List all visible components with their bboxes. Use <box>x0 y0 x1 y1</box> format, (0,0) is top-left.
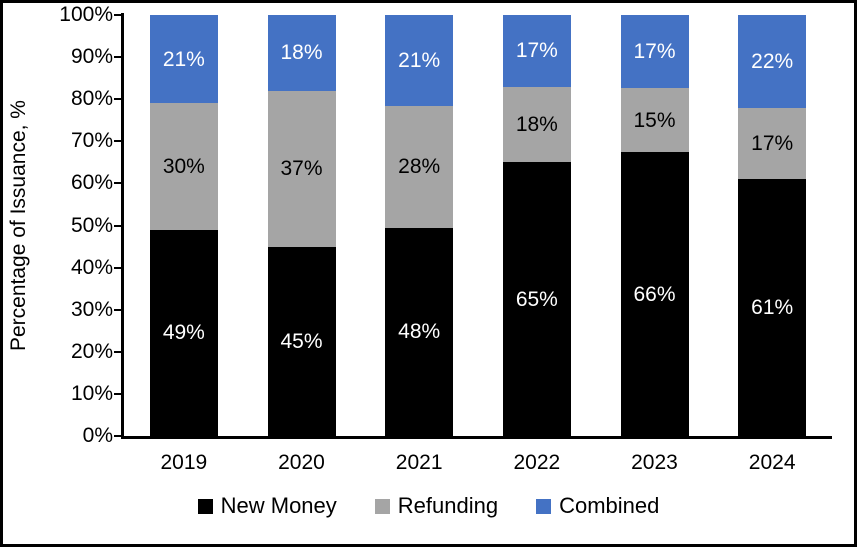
bar-segment-new-money: 45% <box>267 246 336 436</box>
bar-segment-refunding: 28% <box>385 106 454 228</box>
y-tick-mark <box>114 224 122 227</box>
y-tick-mark <box>114 56 122 59</box>
bar-segment-value-label: 17% <box>633 40 676 64</box>
bar-segment-refunding: 37% <box>267 90 336 247</box>
bar-segment-value-label: 37% <box>280 157 323 181</box>
bar-segment-value-label: 49% <box>162 321 205 345</box>
x-tick-label-2019: 2019 <box>160 451 208 474</box>
x-tick-label-2023: 2023 <box>631 451 678 474</box>
bar-segment-combined: 18% <box>267 15 336 91</box>
bar-segment-value-label: 28% <box>398 155 441 179</box>
y-tick-label: 80% <box>70 87 113 111</box>
bar-segment-value-label: 17% <box>751 131 794 155</box>
stacked-bar-2024: 61% 17% 22% <box>738 15 807 436</box>
legend-label: New Money <box>220 493 337 518</box>
stacked-bar-2020: 45% 37% 18% <box>267 15 336 436</box>
stacked-bar-2023: 66% 15% 17% <box>620 15 689 436</box>
y-tick-mark <box>114 140 122 143</box>
legend-label: Refunding <box>397 493 499 518</box>
y-tick-mark <box>114 350 122 353</box>
stacked-bar-2021: 48% 28% 21% <box>385 15 454 436</box>
bar-segment-refunding: 15% <box>620 88 689 153</box>
bar-segment-value-label: 30% <box>162 155 205 179</box>
bar-segment-refunding: 30% <box>149 103 218 230</box>
bar-segment-refunding: 18% <box>502 86 571 163</box>
legend-item-new-money: New Money <box>197 493 337 519</box>
x-tick-label-2024: 2024 <box>748 451 796 474</box>
bar-segment-value-label: 66% <box>633 282 676 306</box>
y-axis-title: Percentage of Issuance, % <box>7 100 30 352</box>
x-axis-line <box>121 436 832 439</box>
x-tick-label-2020: 2020 <box>278 451 325 474</box>
y-tick-mark <box>114 266 122 269</box>
bar-segment-value-label: 17% <box>515 39 558 63</box>
bar-segment-value-label: 22% <box>751 49 794 73</box>
y-tick-mark <box>114 182 122 185</box>
bar-segment-value-label: 21% <box>398 49 441 73</box>
bar-segment-new-money: 65% <box>502 162 571 436</box>
chart-legend: New Money Refunding Combined <box>3 493 854 519</box>
bar-segment-combined: 22% <box>738 15 807 108</box>
bar-segment-combined: 17% <box>620 15 689 89</box>
bar-segment-value-label: 18% <box>280 41 323 65</box>
y-tick-label: 100% <box>59 3 113 26</box>
y-tick-label: 0% <box>82 424 113 447</box>
bar-segment-value-label: 15% <box>633 108 676 132</box>
x-tick-label-2022: 2022 <box>513 451 561 474</box>
bar-segment-combined: 17% <box>502 15 571 87</box>
bar-segment-new-money: 49% <box>149 229 218 436</box>
legend-item-refunding: Refunding <box>374 493 499 519</box>
y-tick-mark <box>114 98 122 101</box>
legend-swatch-icon <box>197 498 213 514</box>
y-tick-label: 20% <box>70 339 113 363</box>
bar-segment-value-label: 65% <box>515 287 558 311</box>
y-tick-label: 70% <box>70 129 113 153</box>
stacked-bar-2019: 49% 30% 21% <box>149 15 218 436</box>
y-tick-label: 60% <box>70 171 113 195</box>
stacked-bar-plot-area: 49% 30% 21% 45% 37% 18% 48% 28% 21% 65% 18% 17% 66% 1… <box>125 15 831 436</box>
y-tick-mark <box>114 14 122 16</box>
y-tick-label: 10% <box>70 381 113 405</box>
legend-swatch-icon <box>536 498 552 514</box>
y-tick-mark <box>114 308 122 311</box>
bar-segment-combined: 21% <box>385 15 454 107</box>
bar-segment-value-label: 45% <box>280 329 323 353</box>
bar-segment-new-money: 48% <box>385 227 454 436</box>
x-tick-label-2021: 2021 <box>395 451 443 474</box>
stacked-bar-2022: 65% 18% 17% <box>502 15 571 436</box>
bar-segment-value-label: 18% <box>515 112 558 136</box>
bar-segment-refunding: 17% <box>738 107 807 180</box>
bar-segment-value-label: 48% <box>398 320 441 344</box>
y-tick-label: 30% <box>70 297 113 321</box>
y-axis-line <box>121 13 124 439</box>
y-tick-label: 90% <box>70 45 113 69</box>
bar-segment-value-label: 21% <box>162 47 205 71</box>
bar-segment-new-money: 61% <box>738 179 807 436</box>
y-tick-label: 50% <box>70 213 113 237</box>
legend-item-combined: Combined <box>536 493 659 519</box>
y-tick-mark <box>114 392 122 395</box>
bar-segment-combined: 21% <box>149 15 218 104</box>
legend-swatch-icon <box>374 498 390 514</box>
y-tick-mark <box>114 435 122 437</box>
y-tick-label: 40% <box>70 255 113 279</box>
bar-segment-new-money: 66% <box>620 152 689 436</box>
legend-label: Combined <box>559 493 660 518</box>
bar-segment-value-label: 61% <box>751 296 794 320</box>
